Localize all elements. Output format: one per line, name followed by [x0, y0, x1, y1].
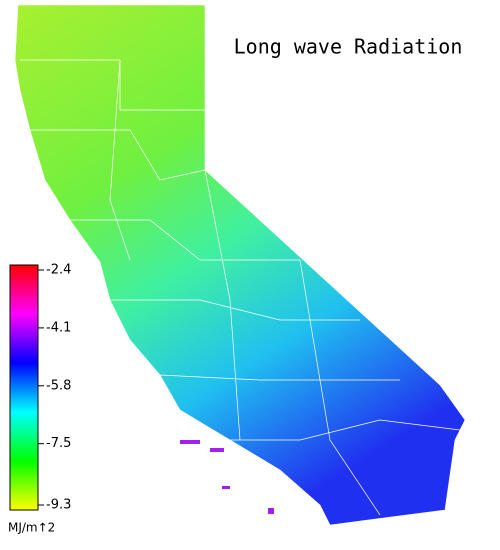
colorbar-tick-label: -9.3 [46, 498, 71, 513]
county-lines [20, 59, 461, 516]
california-land [14, 4, 466, 526]
islands [180, 440, 274, 514]
map-title: Long wave Radiation [234, 35, 463, 59]
colorbar-tick-label: -4.1 [46, 320, 71, 335]
colorbar-tick-label: -5.8 [46, 378, 71, 393]
colorbar [9, 264, 39, 511]
colorbar-unit: MJ/m↑2 [8, 521, 55, 535]
colorbar-tick-label: -7.5 [46, 436, 71, 451]
colorbar-tick-label: -2.4 [46, 263, 71, 278]
